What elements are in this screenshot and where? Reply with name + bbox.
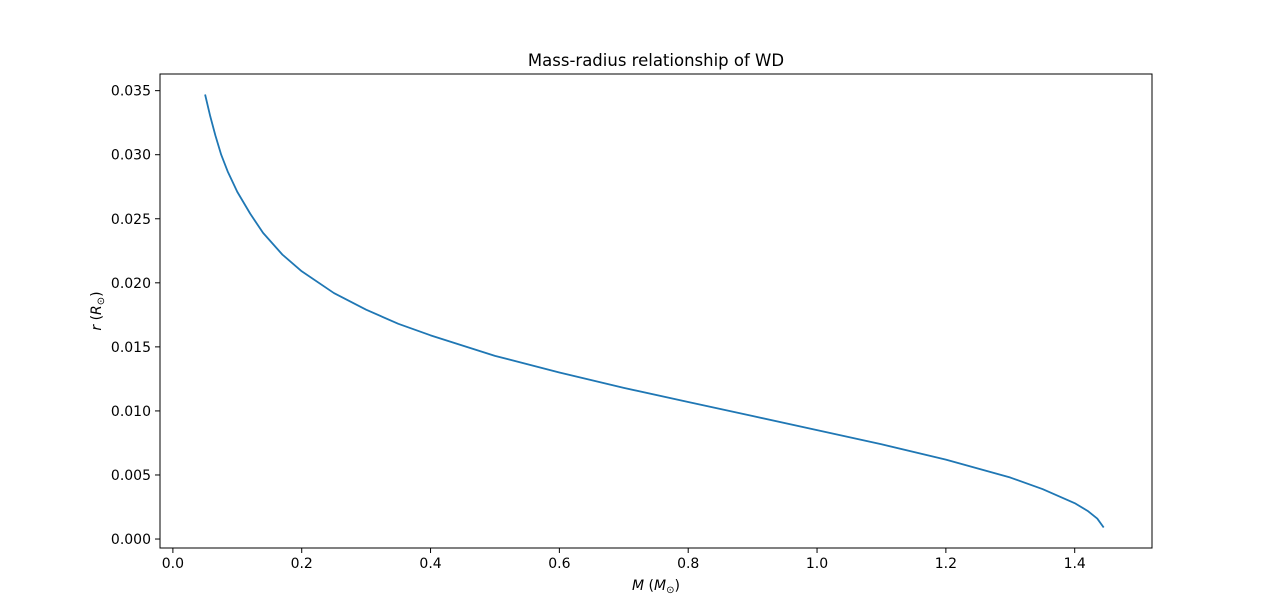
y-tick-label: 0.020 (111, 276, 151, 292)
y-tick-label: 0.035 (111, 84, 151, 100)
x-tick-label: 0.0 (162, 556, 184, 572)
y-tick-label: 0.000 (111, 532, 151, 548)
chart-title: Mass-radius relationship of WD (528, 51, 784, 70)
axes-frame (159, 73, 1153, 549)
x-tick-label: 0.2 (291, 556, 313, 572)
y-tick-label: 0.015 (111, 340, 151, 356)
y-axis-label: r (R⊙) (89, 291, 107, 330)
y-tick-label: 0.010 (111, 404, 151, 420)
y-tick-label: 0.025 (111, 212, 151, 228)
x-tick-label: 1.4 (1064, 556, 1086, 572)
x-tick-label: 0.6 (548, 556, 570, 572)
series-line-0 (204, 94, 1105, 529)
x-tick-label: 0.8 (677, 556, 699, 572)
y-tick-label: 0.005 (111, 468, 151, 484)
plot-area: 0.0 0.2 0.4 0.6 0.8 1.0 1.2 1.4 0.000 0.005 0.010 0… (111, 73, 1153, 572)
x-axis-label: M (M⊙) (632, 578, 680, 596)
x-tick-label: 1.2 (935, 556, 957, 572)
y-tick-label: 0.030 (111, 148, 151, 164)
x-tick-label: 1.0 (806, 556, 828, 572)
x-tick-label: 0.4 (419, 556, 441, 572)
